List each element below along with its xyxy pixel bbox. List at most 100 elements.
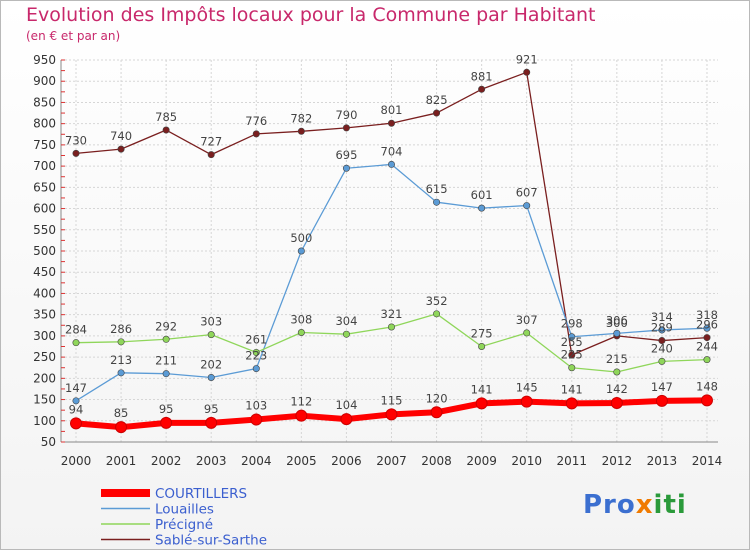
data-label: 225 <box>561 348 583 362</box>
data-label: 141 <box>561 382 583 396</box>
data-label: 95 <box>159 402 174 416</box>
data-label: 730 <box>65 133 87 147</box>
data-label: 275 <box>471 327 493 341</box>
y-tick-label: 400 <box>33 286 56 300</box>
data-label: 141 <box>471 382 493 396</box>
x-tick-label: 2004 <box>241 454 272 468</box>
data-label: 104 <box>335 398 357 412</box>
data-label: 296 <box>696 318 718 332</box>
data-label: 782 <box>290 111 312 125</box>
data-point <box>205 416 218 429</box>
data-label: 95 <box>204 402 219 416</box>
x-tick-label: 2011 <box>556 454 587 468</box>
x-tick-label: 2014 <box>692 454 723 468</box>
data-labels: 730 740 785 727 776 782 790 801 825 881 921 255 300 2… <box>65 52 718 420</box>
x-tick-label: 2012 <box>602 454 633 468</box>
data-point <box>613 329 621 337</box>
data-point <box>250 413 263 426</box>
data-label: 261 <box>245 332 267 346</box>
data-point <box>207 373 215 381</box>
data-point <box>117 338 125 346</box>
data-label: 103 <box>245 399 267 413</box>
data-point <box>433 310 441 318</box>
data-point <box>520 395 533 408</box>
chart-title: Evolution des Impôts locaux pour la Comm… <box>26 4 596 26</box>
data-label: 321 <box>381 307 403 321</box>
data-point <box>252 365 260 373</box>
data-label: 790 <box>335 108 357 122</box>
data-point <box>568 364 576 372</box>
data-point <box>658 337 666 345</box>
x-tick-label: 2007 <box>376 454 407 468</box>
data-point <box>523 202 531 210</box>
data-point <box>568 351 576 359</box>
y-tick-label: 150 <box>33 393 56 407</box>
data-label: 881 <box>471 69 493 83</box>
data-label: 292 <box>155 319 177 333</box>
legend-label: Louailles <box>155 502 214 518</box>
data-label: 148 <box>696 379 718 393</box>
data-point <box>342 164 350 172</box>
data-label: 244 <box>696 340 718 354</box>
data-label: 825 <box>426 93 448 107</box>
data-label: 284 <box>65 323 87 337</box>
data-point <box>475 397 488 410</box>
data-point <box>72 339 80 347</box>
data-label: 223 <box>245 349 267 363</box>
data-label: 215 <box>606 352 628 366</box>
x-tick-label: 2002 <box>151 454 182 468</box>
axes: 50 100 150 200 250 300 350 400 450 500 550 600 650 70… <box>33 53 722 468</box>
x-tick-label: 2013 <box>647 454 678 468</box>
data-point <box>703 334 711 342</box>
data-label: 300 <box>606 316 628 330</box>
data-point <box>385 408 398 421</box>
data-point <box>162 335 170 343</box>
data-label: 112 <box>290 395 312 409</box>
data-label: 85 <box>114 406 129 420</box>
data-point <box>207 151 215 159</box>
y-tick-label: 550 <box>33 223 56 237</box>
y-tick-label: 500 <box>33 244 56 258</box>
x-tick-label: 2008 <box>421 454 452 468</box>
data-label: 314 <box>651 310 673 324</box>
data-label: 298 <box>561 317 583 331</box>
y-tick-label: 800 <box>33 117 56 131</box>
y-tick-label: 50 <box>41 435 56 449</box>
data-point <box>160 416 173 429</box>
data-point <box>252 348 260 356</box>
data-label: 255 <box>561 335 583 349</box>
data-point <box>703 356 711 364</box>
data-point <box>613 368 621 376</box>
data-point <box>433 198 441 206</box>
y-tick-label: 450 <box>33 265 56 279</box>
y-tick-label: 600 <box>33 202 56 216</box>
data-label: 94 <box>69 402 84 416</box>
data-label: 211 <box>155 354 177 368</box>
y-tick-label: 850 <box>33 95 56 109</box>
data-label: 147 <box>651 380 673 394</box>
data-point <box>700 394 713 407</box>
x-tick-label: 2006 <box>331 454 362 468</box>
y-tick-label: 700 <box>33 159 56 173</box>
data-point <box>72 149 80 157</box>
data-point <box>568 333 576 341</box>
legend-label: Précigné <box>155 517 213 533</box>
y-tick-label: 300 <box>33 329 56 343</box>
data-point <box>703 324 711 332</box>
data-label: 147 <box>65 381 87 395</box>
data-point <box>162 126 170 134</box>
data-point <box>433 109 441 117</box>
data-label: 921 <box>516 52 538 66</box>
data-point <box>117 145 125 153</box>
data-point <box>297 247 305 255</box>
y-tick-label: 900 <box>33 74 56 88</box>
data-label: 213 <box>110 353 132 367</box>
data-label: 801 <box>381 103 403 117</box>
data-point <box>340 413 353 426</box>
data-point <box>387 119 395 127</box>
data-point <box>565 397 578 410</box>
chart-subtitle: (en € et par an) <box>26 29 121 43</box>
y-tick-label: 750 <box>33 138 56 152</box>
x-tick-label: 2005 <box>286 454 317 468</box>
